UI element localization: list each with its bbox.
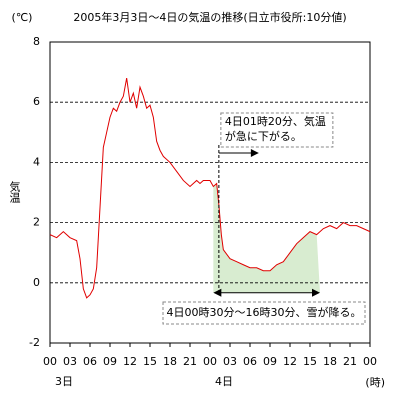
snow-region bbox=[213, 183, 320, 293]
x-tick-label: 00 bbox=[363, 355, 377, 368]
x-tick-label: 06 bbox=[83, 355, 97, 368]
y-tick-label: 2 bbox=[33, 216, 40, 229]
y-unit: (℃) bbox=[12, 11, 33, 24]
y-tick-label: 0 bbox=[33, 276, 40, 289]
x-tick-label: 18 bbox=[163, 355, 177, 368]
x-tick-label: 06 bbox=[243, 355, 257, 368]
x-tick-label: 21 bbox=[183, 355, 197, 368]
x-tick-label: 12 bbox=[283, 355, 297, 368]
x-tick-label: 00 bbox=[43, 355, 57, 368]
arrow-head bbox=[213, 288, 222, 297]
x-tick-label: 00 bbox=[203, 355, 217, 368]
day-label: 4日 bbox=[215, 375, 233, 388]
plot-border bbox=[49, 41, 371, 344]
x-tick-label: 03 bbox=[223, 355, 237, 368]
y-tick-label: 8 bbox=[33, 35, 40, 48]
arrow-head bbox=[250, 149, 259, 157]
y-tick-label: 6 bbox=[33, 95, 40, 108]
y-tick-label: 4 bbox=[33, 155, 40, 168]
x-tick-label: 18 bbox=[323, 355, 337, 368]
annotation-text: 4日01時20分、気温 bbox=[225, 114, 326, 128]
day-label: 3日 bbox=[55, 375, 73, 388]
x-tick-label: 12 bbox=[123, 355, 137, 368]
chart-title: 2005年3月3日～4日の気温の推移(日立市役所:10分値) bbox=[73, 10, 346, 24]
arrow-head bbox=[312, 288, 320, 297]
annotation-box bbox=[162, 301, 366, 325]
annotation-text: が急に下がる。 bbox=[225, 129, 302, 143]
x-tick-label: 09 bbox=[103, 355, 117, 368]
x-unit: (時) bbox=[365, 376, 385, 389]
annotation-text: 4日00時30分～16時30分、雪が降る。 bbox=[167, 305, 362, 319]
x-tick-label: 15 bbox=[143, 355, 157, 368]
annotation-box bbox=[220, 112, 334, 148]
x-tick-label: 21 bbox=[343, 355, 357, 368]
y-label: 気温 bbox=[8, 180, 21, 203]
x-tick-label: 09 bbox=[263, 355, 277, 368]
y-tick-label: -2 bbox=[29, 336, 40, 349]
x-tick-label: 03 bbox=[63, 355, 77, 368]
temperature-line bbox=[49, 78, 371, 299]
x-tick-label: 15 bbox=[303, 355, 317, 368]
